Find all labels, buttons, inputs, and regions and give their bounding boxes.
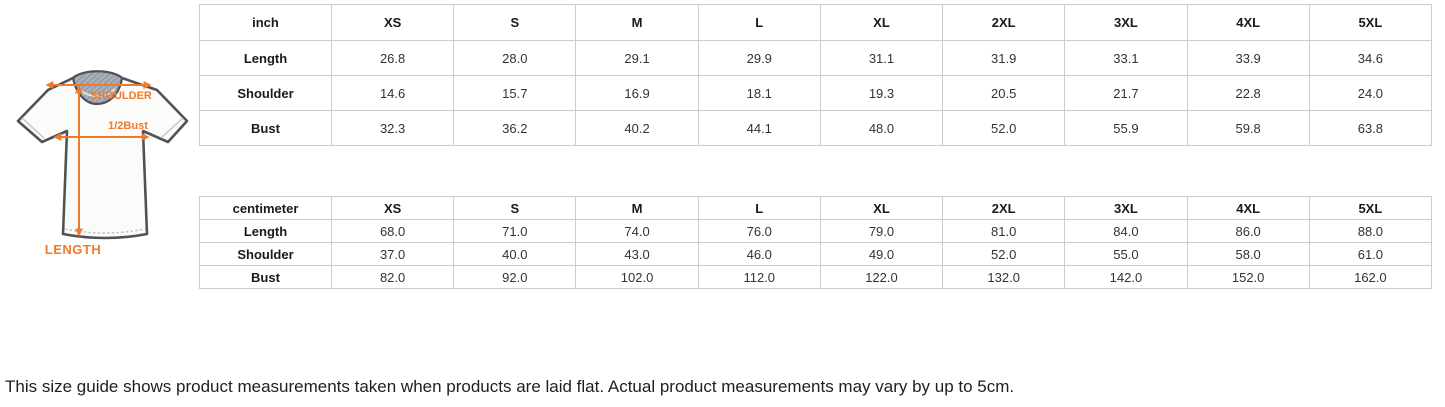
measurement-cell: 162.0 (1308, 265, 1433, 289)
hem-seam (64, 228, 146, 234)
table-row: Length 68.0 71.0 74.0 76.0 79.0 81.0 84.0 86.0 88… (199, 219, 1433, 243)
measurement-cell: 58.0 (1186, 242, 1310, 266)
measurement-cell: 33.9 (1186, 40, 1310, 76)
size-table-centimeter: centimeter XS S M L XL 2XL 3XL 4XL 5XL Length 68.… (199, 196, 1433, 289)
table-row: Shoulder 37.0 40.0 43.0 46.0 49.0 52.0 55.0 58.0… (199, 242, 1433, 266)
size-column-header: 3XL (1064, 4, 1188, 41)
measurement-cell: 21.7 (1064, 75, 1188, 111)
size-column-header: XS (330, 4, 455, 41)
size-column-header: XL (819, 196, 944, 220)
measurement-cell: 14.6 (330, 75, 455, 111)
size-column-header: 4XL (1186, 4, 1310, 41)
row-label: Bust (199, 265, 332, 289)
measurement-cell: 31.9 (942, 40, 1066, 76)
measurement-cell: 74.0 (575, 219, 699, 243)
measurement-cell: 152.0 (1186, 265, 1310, 289)
measurement-cell: 32.3 (330, 110, 455, 146)
measurement-cell: 43.0 (575, 242, 699, 266)
measurement-cell: 132.0 (942, 265, 1066, 289)
measurement-cell: 29.9 (697, 40, 821, 76)
measurement-cell: 142.0 (1064, 265, 1188, 289)
size-column-header: L (697, 4, 821, 41)
shoulder-arrow-label: SHOULDER (90, 90, 152, 102)
size-column-header: 5XL (1308, 4, 1433, 41)
measurement-cell: 18.1 (697, 75, 821, 111)
size-column-header: L (697, 196, 821, 220)
measurement-cell: 102.0 (575, 265, 699, 289)
right-sleeve-seam (160, 117, 184, 139)
measurement-cell: 40.0 (453, 242, 577, 266)
row-label: Shoulder (199, 75, 332, 111)
table-row: Bust 32.3 36.2 40.2 44.1 48.0 52.0 55.9 59.8 63.8 (199, 110, 1433, 146)
row-label: Bust (199, 110, 332, 146)
size-column-header: 4XL (1186, 196, 1310, 220)
measurement-cell: 36.2 (453, 110, 577, 146)
half-bust-arrow-label: 1/2Bust (108, 120, 148, 132)
measurement-cell: 20.5 (942, 75, 1066, 111)
measurement-cell: 33.1 (1064, 40, 1188, 76)
measurement-cell: 37.0 (330, 242, 455, 266)
measurement-cell: 15.7 (453, 75, 577, 111)
size-column-header: 5XL (1308, 196, 1433, 220)
size-column-header: M (575, 4, 699, 41)
measurement-cell: 88.0 (1308, 219, 1433, 243)
measurement-cell: 24.0 (1308, 75, 1433, 111)
row-label: Shoulder (199, 242, 332, 266)
measurement-cell: 26.8 (330, 40, 455, 76)
size-header-row: centimeter XS S M L XL 2XL 3XL 4XL 5XL (199, 196, 1433, 220)
left-sleeve-seam (21, 117, 45, 139)
measurement-cell: 46.0 (697, 242, 821, 266)
size-column-header: S (453, 4, 577, 41)
table-row: Length 26.8 28.0 29.1 29.9 31.1 31.9 33.1 33.9 34… (199, 40, 1433, 76)
measurement-cell: 92.0 (453, 265, 577, 289)
measurement-cell: 59.8 (1186, 110, 1310, 146)
measurement-cell: 61.0 (1308, 242, 1433, 266)
measurement-cell: 68.0 (330, 219, 455, 243)
measurement-cell: 112.0 (697, 265, 821, 289)
measurement-cell: 40.2 (575, 110, 699, 146)
size-column-header: XL (819, 4, 944, 41)
measurement-cell: 82.0 (330, 265, 455, 289)
measurement-cell: 16.9 (575, 75, 699, 111)
measurement-cell: 76.0 (697, 219, 821, 243)
measurement-cell: 34.6 (1308, 40, 1433, 76)
size-column-header: XS (330, 196, 455, 220)
measurement-cell: 81.0 (942, 219, 1066, 243)
size-column-header: 2XL (942, 4, 1066, 41)
measurement-cell: 63.8 (1308, 110, 1433, 146)
measurement-cell: 86.0 (1186, 219, 1310, 243)
measurement-cell: 49.0 (819, 242, 944, 266)
size-column-header: 3XL (1064, 196, 1188, 220)
measurement-cell: 22.8 (1186, 75, 1310, 111)
measurement-cell: 79.0 (819, 219, 944, 243)
table-row: Shoulder 14.6 15.7 16.9 18.1 19.3 20.5 21.7 22.8… (199, 75, 1433, 111)
measurement-cell: 55.0 (1064, 242, 1188, 266)
measurement-cell: 31.1 (819, 40, 944, 76)
size-column-header: S (453, 196, 577, 220)
row-label: Length (199, 219, 332, 243)
measurement-cell: 122.0 (819, 265, 944, 289)
measurement-cell: 71.0 (453, 219, 577, 243)
measurement-cell: 55.9 (1064, 110, 1188, 146)
unit-label-inch: inch (199, 4, 332, 41)
footnote: This size guide shows product measuremen… (5, 377, 1015, 396)
unit-label-centimeter: centimeter (199, 196, 332, 220)
size-column-header: 2XL (942, 196, 1066, 220)
measurement-cell: 29.1 (575, 40, 699, 76)
table-row: Bust 82.0 92.0 102.0 112.0 122.0 132.0 142.0 152… (199, 265, 1433, 289)
measurement-cell: 19.3 (819, 75, 944, 111)
measurement-cell: 44.1 (697, 110, 821, 146)
measurement-cell: 28.0 (453, 40, 577, 76)
size-table-inch: inch XS S M L XL 2XL 3XL 4XL 5XL Length 26.8 28.0 2… (199, 4, 1433, 146)
measurement-cell: 52.0 (942, 110, 1066, 146)
measurement-cell: 84.0 (1064, 219, 1188, 243)
measurement-cell: 52.0 (942, 242, 1066, 266)
length-arrow-label: LENGTH (45, 242, 101, 257)
tshirt-diagram: SHOULDER 1/2Bust LENGTH (16, 70, 189, 257)
size-column-header: M (575, 196, 699, 220)
measurement-cell: 48.0 (819, 110, 944, 146)
row-label: Length (199, 40, 332, 76)
size-header-row: inch XS S M L XL 2XL 3XL 4XL 5XL (199, 4, 1433, 41)
